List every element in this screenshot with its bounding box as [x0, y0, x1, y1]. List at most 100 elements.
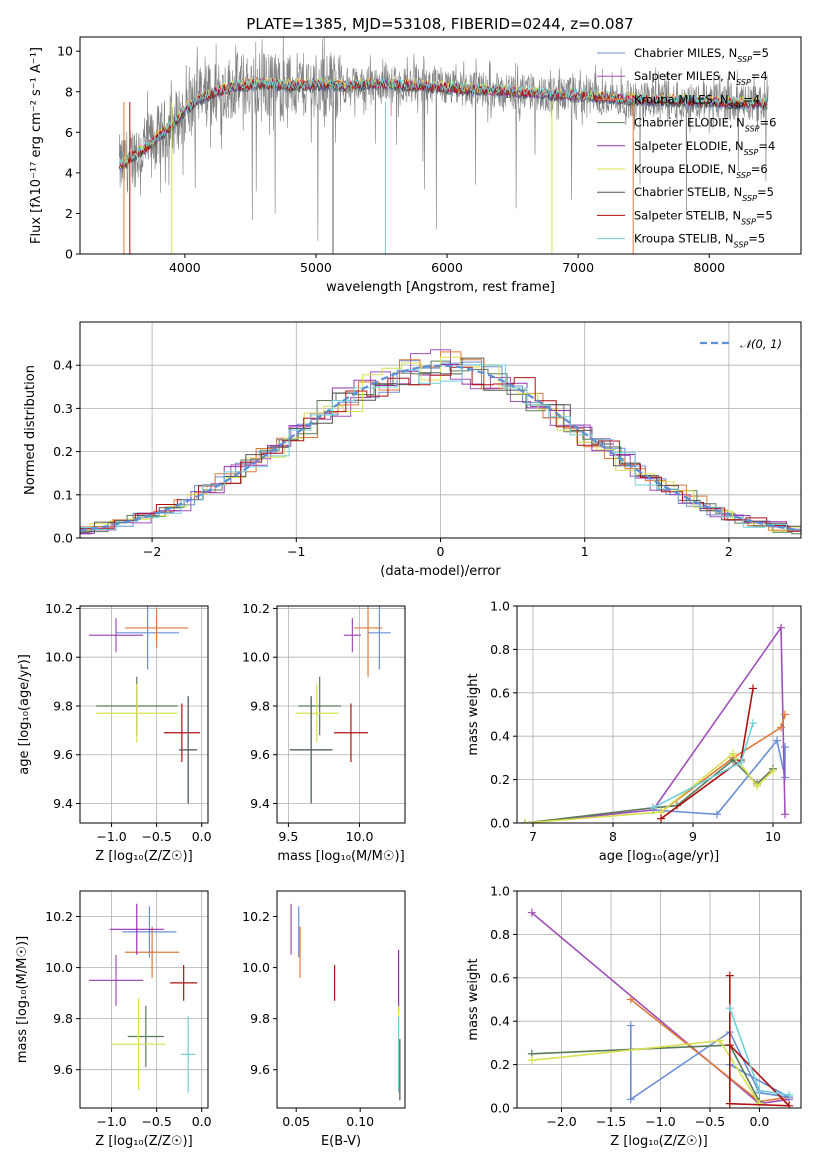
- series-marker-kroupa_elodie: [521, 819, 529, 823]
- legend-label-chabrier_stelib: Chabrier STELIB, NSSP=5: [634, 185, 774, 203]
- x-tick-label: 0: [437, 544, 445, 559]
- y-tick-label: 0.4: [490, 729, 510, 744]
- x-tick-label: 7: [529, 829, 537, 844]
- y-tick-label: 9.8: [53, 698, 73, 713]
- series-marker-kroupa_stelib: [755, 1086, 764, 1095]
- series-marker-kroupa_elodie: [755, 1099, 764, 1108]
- axes-frame: [276, 890, 406, 1109]
- x-tick-label: −1.5: [596, 1114, 626, 1129]
- y-tick-label: 0.4: [490, 1014, 510, 1029]
- legend-subscript: SSP: [736, 171, 751, 180]
- x-tick-label: 0.0: [192, 829, 212, 844]
- x-tick-label: 9.5: [278, 829, 298, 844]
- axes-frame: [79, 890, 209, 1109]
- y-tick-label: 10.0: [45, 650, 73, 665]
- series-line-chabrier_miles: [629, 1025, 790, 1101]
- y-tick-label: 10.0: [242, 650, 270, 665]
- series-marker-chabrier_miles: [781, 743, 789, 752]
- series-marker-kroupa_elodie: [715, 1036, 724, 1045]
- x-tick-label: 6000: [431, 260, 463, 275]
- panel-massweight_vs_Z: −2.0 −1.5 −1.0 −0.5 0.0 0.0 0.2 0.4 0.6 0.8 1.0 Z […: [466, 884, 802, 1149]
- y-tick-label: 8: [65, 84, 73, 99]
- plot-area-residuals: [80, 349, 801, 535]
- series-marker-salpeter_stelib: [749, 684, 757, 693]
- x-tick-label: −1.0: [645, 1114, 675, 1129]
- x-axis-label: Z [log₁₀(Z/Z☉)]: [95, 849, 192, 864]
- legend-subscript: SSP: [742, 194, 757, 203]
- figure-title: PLATE=1385, MJD=53108, FIBERID=0244, z=0…: [246, 15, 633, 33]
- y-axis-label: age [log₁₀(age/yr)]: [17, 654, 32, 775]
- series-line-salpeter_stelib: [728, 975, 792, 1107]
- legend-label-salpeter_elodie: Salpeter ELODIE, NSSP=4: [634, 139, 775, 157]
- series-marker-kroupa_miles: [781, 710, 789, 719]
- series-marker-kroupa_miles: [626, 995, 635, 1004]
- y-tick-label: 0.2: [490, 772, 510, 787]
- series-marker-kroupa_stelib: [737, 758, 745, 767]
- legend-count: =4: [751, 69, 768, 83]
- plot-area-spectrum: [118, 37, 769, 254]
- x-tick-label: −0.5: [141, 829, 171, 844]
- x-tick-label: 0.05: [282, 1114, 310, 1129]
- legend-count: =6: [751, 162, 768, 176]
- series-marker-kroupa_elodie: [729, 749, 737, 758]
- x-tick-label: 5000: [300, 260, 332, 275]
- y-tick-label: 4: [65, 165, 73, 180]
- y-tick-label: 0.2: [490, 1057, 510, 1072]
- model-spectrum-salpeter_stelib: [118, 78, 768, 169]
- y-tick-label: 10.2: [242, 601, 270, 616]
- x-tick-label: 8000: [693, 260, 725, 275]
- series-marker-kroupa_miles: [777, 723, 785, 732]
- legend-count: =5: [757, 185, 774, 199]
- y-tick-label: 9.6: [53, 1062, 73, 1077]
- x-tick-label: −1.0: [96, 829, 126, 844]
- y-tick-label: 2: [65, 206, 73, 221]
- legend-subscript: SSP: [736, 78, 751, 87]
- axes-frame: [79, 36, 802, 255]
- y-tick-label: 0.4: [53, 358, 73, 373]
- series-marker-kroupa_elodie: [769, 766, 777, 775]
- legend-count: =4: [758, 139, 775, 153]
- y-tick-label: 0.2: [53, 444, 73, 459]
- legend-subscript: SSP: [744, 147, 759, 156]
- y-axis-label: Flux [fλ10⁻¹⁷ erg cm⁻² s⁻¹ A⁻¹]: [29, 47, 44, 244]
- series-marker-kroupa_stelib: [749, 719, 757, 728]
- model-spectrum-kroupa_stelib: [118, 76, 768, 167]
- legend-count: =6: [760, 116, 777, 130]
- legend-count: =5: [748, 232, 765, 246]
- series-marker-chabrier_miles: [626, 1095, 635, 1104]
- y-tick-label: 9.8: [250, 698, 270, 713]
- y-tick-label: 0.6: [490, 970, 510, 985]
- x-axis-label: mass [log₁₀(M/M☉)]: [277, 849, 404, 864]
- x-tick-label: 10: [765, 829, 781, 844]
- legend-subscript: SSP: [741, 217, 756, 226]
- x-axis-label: Z [log₁₀(Z/Z☉)]: [95, 1134, 192, 1149]
- y-tick-label: 10.2: [45, 601, 73, 616]
- series-marker-kroupa_stelib: [649, 803, 657, 812]
- series-line-chabrier_elodie: [524, 759, 774, 823]
- legend-label-chabrier_miles: Chabrier MILES, NSSP=5: [634, 46, 769, 64]
- panel-mass_vs_ebv: 0.05 0.10 9.6 9.8 10.0 10.2 E(B-V): [242, 890, 406, 1149]
- x-tick-label: 0.10: [346, 1114, 374, 1129]
- axes-frame: [516, 890, 802, 1109]
- x-tick-label: −0.5: [141, 1114, 171, 1129]
- panel-massweight_vs_age: 7 8 9 10 0.0 0.2 0.4 0.6 0.8 1.0 age [log₁₀(age/yr…: [466, 599, 802, 864]
- x-axis-label: Z [log₁₀(Z/Z☉)]: [610, 1134, 707, 1149]
- y-tick-label: 0.8: [490, 642, 510, 657]
- y-tick-label: 9.4: [53, 796, 73, 811]
- y-tick-label: 0.0: [490, 816, 510, 831]
- y-tick-label: 0: [65, 247, 73, 262]
- x-axis-label: wavelength [Angstrom, rest frame]: [326, 280, 555, 295]
- spectrum-legend: Chabrier MILES, NSSP=5 Salpeter MILES, NS…: [597, 46, 776, 249]
- y-tick-label: 9.8: [250, 1011, 270, 1026]
- y-tick-label: 0.6: [490, 685, 510, 700]
- panel-mass_vs_Z: −1.0 −0.5 0.0 9.6 9.8 10.0 10.2 Z [log₁₀(Z/Z☉)]…: [15, 890, 212, 1149]
- y-axis-label: mass [log₁₀(M/M☉)]: [15, 936, 30, 1063]
- plot-area-age_vs_mass: [289, 606, 391, 804]
- y-tick-label: 0.0: [490, 1101, 510, 1116]
- legend-label-chabrier_elodie: Chabrier ELODIE, NSSP=6: [634, 116, 776, 134]
- series-marker-chabrier_miles: [713, 810, 721, 819]
- histogram-kroupa_stelib: [80, 364, 801, 531]
- panel-residuals: −2 −1 0 1 2 0.0 0.1 0.2 0.3 0.4 (data-model)/error…: [23, 321, 802, 579]
- y-tick-label: 6: [65, 125, 73, 140]
